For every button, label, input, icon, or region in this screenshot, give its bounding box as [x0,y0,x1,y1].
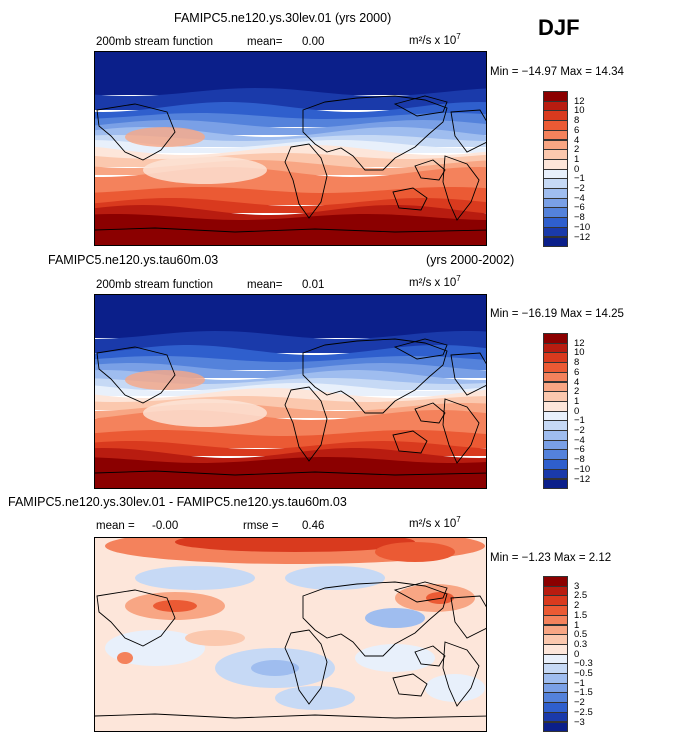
colorbar-tick-label: 0 [574,648,580,660]
colorbar-tick-label: 2.5 [574,590,588,602]
colorbar-swatch [543,478,568,490]
panel2-title: FAMIPC5.ne120.ys.tau60m.03 [48,253,219,267]
colorbar-tick-label: −12 [574,473,591,485]
colorbar-tick-label: 2 [574,386,580,398]
colorbar-tick-label: 0.3 [574,638,588,650]
panel2-years: (yrs 2000-2002) [426,253,515,267]
panel2-map [94,294,487,489]
colorbar-tick-label: −1 [574,677,585,689]
colorbar-tick-label: −1.5 [574,687,593,699]
panel3-minmax: Min = −1.23 Max = 2.12 [490,552,612,564]
colorbar-tick-label: −6 [574,202,585,214]
colorbar-tick-label: −10 [574,463,591,475]
panel2-field-label: 200mb stream function [96,279,213,291]
colorbar-tick-label: 3 [574,580,580,592]
colorbar-tick-label: −6 [574,444,585,456]
colorbar-tick-label: −3 [574,716,585,728]
colorbar-tick-label: −8 [574,212,585,224]
colorbar-tick-label: 0.5 [574,629,588,641]
colorbar-tick-label: −2 [574,425,585,436]
panel1-map [94,51,487,246]
colorbar-tick-label: −2.5 [574,706,593,718]
panel1-title: FAMIPC5.ne120.ys.30lev.01 (yrs 2000) [174,11,392,25]
panel3-title: FAMIPC5.ne120.ys.30lev.01 - FAMIPC5.ne12… [8,495,347,509]
panel1-minmax: Min = −14.97 Max = 14.34 [490,66,624,78]
colorbar-tick-label: 1 [574,619,580,631]
colorbar-swatch [543,721,568,733]
panel2-minmax: Min = −16.19 Max = 14.25 [490,308,624,320]
colorbar-tick-label: −0.5 [574,668,593,679]
colorbar-tick-label: 1 [574,153,580,165]
panel2-mean-label: mean= [247,279,283,291]
panel2-units: m²/s x 107 [409,274,461,289]
colorbar-tick-label: 6 [574,124,580,136]
colorbar-tick-label: 1 [574,395,580,407]
colorbar-tick-label: −2 [574,697,585,709]
colorbar-tick-label: −10 [574,221,591,233]
panel3-mean-label: mean = [96,520,135,532]
colorbar-tick-label: −1 [574,173,585,185]
colorbar-tick-label: 0 [574,405,580,417]
panel2-mean-value: 0.01 [302,279,325,291]
panel3-map [94,537,487,732]
season-label: DJF [538,15,580,40]
panel1-field-label: 200mb stream function [96,36,213,48]
panel1-mean-label: mean= [247,36,283,48]
colorbar-tick-label: 0 [574,163,580,175]
colorbar-tick-label: −8 [574,454,585,466]
colorbar-tick-label: −0.3 [574,658,593,670]
panel1-mean-value: 0.00 [302,36,325,48]
panel1-units: m²/s x 107 [409,32,461,47]
colorbar-tick-label: 12 [574,95,585,107]
panel3-mean-value: -0.00 [152,520,179,532]
panel3-rmse-value: 0.46 [302,520,325,532]
colorbar-tick-label: 12 [574,337,585,349]
colorbar-swatch [543,236,568,248]
colorbar-tick-label: 4 [574,376,580,388]
colorbar-tick-label: 2 [574,144,580,156]
colorbar-tick-label: 10 [574,347,585,359]
colorbar-tick-label: 2 [574,600,580,612]
panel3-units: m²/s x 107 [409,515,461,530]
colorbar-tick-label: 4 [574,134,580,146]
colorbar-tick-label: −4 [574,192,585,204]
colorbar-tick-label: −12 [574,231,591,243]
colorbar-tick-label: −1 [574,415,585,427]
colorbar-tick-label: 8 [574,115,580,127]
panel3-rmse-label: rmse = [243,520,279,532]
colorbar-tick-label: 10 [574,105,585,117]
colorbar-tick-label: 1.5 [574,609,588,621]
colorbar-tick-label: −2 [574,183,585,194]
colorbar-tick-label: 6 [574,366,580,378]
colorbar-tick-label: 8 [574,357,580,369]
colorbar-tick-label: −4 [574,434,585,446]
